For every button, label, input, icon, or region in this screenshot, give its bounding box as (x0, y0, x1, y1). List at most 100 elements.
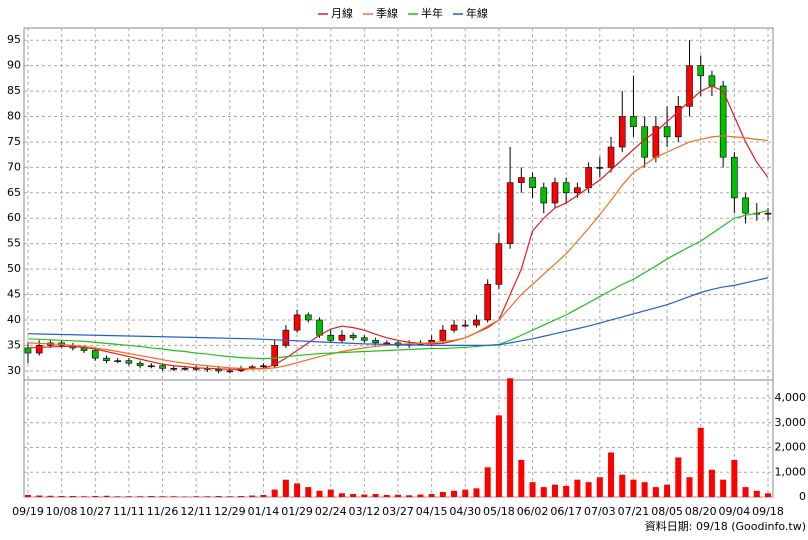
x-tick-label: 05/18 (483, 505, 515, 518)
candle-body (596, 167, 604, 169)
volume-bar (383, 495, 390, 497)
volume-bar (428, 494, 435, 497)
candle-body (293, 314, 301, 331)
candle-body (305, 314, 312, 321)
candle-body (383, 342, 391, 345)
volume-bar (282, 479, 289, 497)
candle-body (562, 182, 570, 194)
volume-bar (226, 496, 233, 497)
y2-tick-label: 4,000 (775, 391, 807, 404)
volume-bar (630, 479, 637, 497)
candle-body (764, 212, 772, 215)
volume-bar (137, 496, 144, 497)
volume-bar (260, 495, 267, 497)
y2-tick-label: 1,000 (775, 465, 807, 478)
volume-bar (551, 484, 558, 497)
volume-bar (215, 496, 222, 497)
candle-body (136, 362, 144, 367)
volume-bar (473, 488, 480, 497)
candle-body (506, 182, 514, 244)
candle-body (663, 126, 671, 138)
x-tick-label: 04/15 (416, 505, 448, 518)
volume-bar (619, 474, 626, 497)
candle-body (24, 347, 32, 354)
candle-body (708, 75, 716, 87)
volume-bar (484, 467, 491, 497)
x-tick-label: 06/02 (517, 505, 549, 518)
volume-bar (249, 495, 256, 497)
x-tick-label: 12/11 (180, 505, 212, 518)
x-tick-label: 07/21 (618, 505, 650, 518)
legend-label: 年線 (466, 6, 488, 20)
candle-body (607, 146, 615, 168)
volume-bar (148, 496, 155, 497)
candle-body (361, 337, 368, 341)
moving-average-line (27, 85, 769, 370)
volume-bar (47, 495, 54, 497)
volume-bar (125, 496, 132, 497)
y-tick-label: 45 (7, 288, 21, 301)
x-tick-label: 08/05 (651, 505, 683, 518)
volume-bar (451, 490, 458, 497)
y-tick-label: 80 (7, 110, 21, 123)
volume-bar (675, 457, 682, 497)
volume-bar (81, 496, 88, 497)
volume-bar (439, 492, 446, 497)
x-tick-label: 07/03 (584, 505, 616, 518)
volume-bar (720, 479, 727, 497)
volume-bar (69, 496, 76, 497)
y-tick-label: 65 (7, 186, 21, 199)
volume-bar (372, 494, 379, 497)
candle-body (327, 334, 335, 341)
candle-body (316, 319, 323, 336)
candle-body (260, 365, 267, 368)
y-tick-label: 75 (7, 135, 21, 148)
volume-bar (92, 496, 99, 497)
moving-average-line (27, 210, 769, 360)
candle-body (103, 357, 110, 361)
volume-bar (103, 495, 110, 497)
y-tick-label: 85 (7, 84, 21, 97)
y-tick-label: 35 (7, 338, 21, 351)
y-tick-label: 55 (7, 237, 21, 250)
y-tick-label: 95 (7, 33, 21, 46)
y-tick-label: 90 (7, 59, 21, 72)
x-tick-label: 10/08 (46, 505, 78, 518)
candle-body (35, 345, 43, 354)
legend-label: 月線 (331, 6, 353, 20)
candle-body (574, 187, 581, 194)
volume-bar (159, 496, 166, 497)
volume-bar (765, 493, 771, 497)
y2-tick-label: 2,000 (775, 441, 807, 454)
x-tick-label: 01/29 (281, 505, 313, 518)
y2-tick-label: 3,000 (775, 416, 807, 429)
x-tick-label: 03/27 (382, 505, 414, 518)
volume-bar (507, 378, 514, 497)
x-tick-label: 09/19 (12, 505, 44, 518)
x-tick-label: 08/20 (685, 505, 717, 518)
candle-body (226, 370, 234, 373)
candle-body (372, 340, 379, 344)
y-tick-label: 40 (7, 313, 21, 326)
volume-bar (585, 482, 592, 497)
volume-bar (686, 477, 693, 497)
y-tick-label: 70 (7, 160, 21, 173)
volume-bar (294, 483, 301, 497)
x-tick-label: 04/30 (449, 505, 481, 518)
moving-average-line (27, 277, 769, 347)
candle-body (114, 360, 121, 362)
volume-bar (361, 494, 368, 497)
source-note: 資料日期: 09/18 (Goodinfo.tw) (645, 519, 806, 533)
candle-body (338, 334, 346, 341)
candle-body (450, 324, 458, 331)
x-tick-label: 11/11 (113, 505, 145, 518)
volume-bar (316, 490, 323, 497)
x-tick-label: 09/18 (752, 505, 784, 518)
x-tick-label: 09/04 (719, 505, 751, 518)
candle-body (731, 156, 738, 199)
candle-body (697, 65, 705, 77)
candle-body (529, 177, 536, 189)
volume-bar (518, 459, 525, 497)
candle-body (215, 369, 222, 372)
